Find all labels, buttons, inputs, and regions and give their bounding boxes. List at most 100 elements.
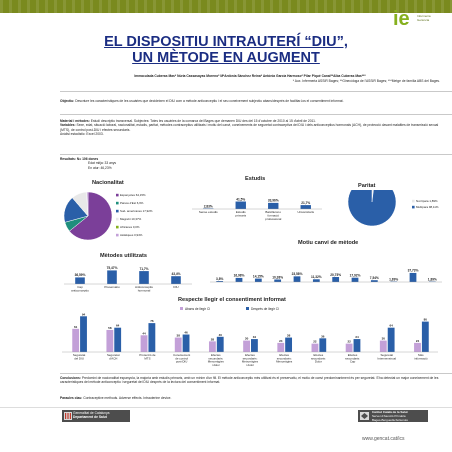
consent-data-label: 38 [287, 334, 291, 338]
nationality-legend-swatch [116, 193, 119, 197]
studies-bar [203, 208, 214, 209]
consent-bar [148, 323, 156, 352]
methods-label: Material i mètodes: [60, 119, 90, 123]
methods-used-data-label: 71,7% [139, 267, 148, 271]
studies-bar [268, 202, 279, 209]
consent-category-label: Intermenstrual [377, 356, 396, 360]
methods-used-bar [139, 271, 149, 284]
change-reason-bar [274, 279, 282, 282]
methods-used-bar [75, 277, 85, 284]
consent-data-label: 24 [416, 339, 420, 343]
results-n: N= 106 dones [76, 157, 99, 161]
parity-legend-label: Nul·lípara 1,89% [416, 199, 438, 203]
consent-category-label: secundaris: [243, 356, 258, 360]
methods-used-category-label: Cap [77, 285, 83, 289]
nationality-legend-label: Magrebí 10,37% [120, 217, 142, 221]
consent-category-label: Seguretat [107, 353, 120, 357]
consent-bar [114, 327, 122, 352]
consent-bar [80, 316, 87, 352]
consent-category-label: Menorràgies [276, 360, 293, 364]
ics-logo [358, 410, 428, 422]
poster-title-line2: UN MÈTODE EN AUGMENT [132, 50, 320, 66]
consent-category-label: Efectes [245, 353, 255, 357]
ie-logo-subtitle: Infermeria Gerència [417, 14, 431, 22]
parity-chart: Nul·lípara 1,89% Multípara 98,11% [347, 190, 439, 226]
nationality-legend-label: Sud- americanes 17,92% [120, 209, 153, 213]
consent-bar [106, 329, 114, 352]
consent-bar [379, 340, 387, 352]
consent-category-label: Efectes [314, 353, 324, 357]
methods-used-data-label: 75,47% [107, 266, 118, 270]
consent-data-label: 28 [211, 337, 215, 341]
consent-bar [311, 343, 319, 352]
consent-bar [345, 343, 353, 352]
change-reason-chart-title: Motiu canvi de mètode [298, 240, 359, 246]
divider [60, 91, 452, 92]
methods-used-category-label: anticonceptiu [71, 288, 89, 292]
nationality-chart-title: Nacionalitat [92, 180, 124, 186]
ics-logo-text: Institut Català de la Salut Servei d'Ate… [372, 410, 430, 422]
nationality-legend-label: Espanyoles 64,15% [120, 193, 146, 197]
methods-used-chart-title: Mètodes utilitzats [100, 253, 147, 259]
parity-slice [347, 190, 397, 226]
gencat-emblem-icon [64, 412, 72, 420]
consent-category-label: secundaris: [311, 356, 326, 360]
change-reason-data-label: 1,89% [428, 277, 437, 281]
consent-bar [174, 337, 182, 352]
consent-data-label: 94 [82, 312, 86, 316]
nationality-legend-label: Països d'Est 6,6% [120, 201, 144, 205]
consent-data-label: 58 [108, 326, 112, 330]
divider [60, 114, 452, 115]
nationality-slice [69, 191, 113, 241]
consent-bar [353, 339, 361, 352]
studies-bar [235, 201, 246, 209]
results-mean-age: Edat mitja: 33 anys [88, 161, 117, 166]
parity-legend-label: Multípara 98,11% [416, 205, 439, 209]
studies-category-label: formació [267, 213, 279, 217]
consent-chart: Abans de llegir CI Desprès de llegir CI 6… [62, 307, 438, 367]
footer-url[interactable]: www.gencat.cat/ics [362, 436, 405, 442]
consent-data-label: 46 [184, 331, 188, 335]
methods-section: Material i mètodes: Estudi descriptiu tr… [60, 119, 440, 137]
consent-data-label: 30 [245, 337, 249, 341]
consent-category-label: post-DIU [176, 360, 187, 364]
change-reason-bar [312, 279, 320, 282]
consent-data-label: 80 [424, 318, 428, 322]
studies-category-label: professional [265, 217, 282, 221]
consent-data-label: 40 [219, 333, 223, 337]
consent-category-label: informació [414, 356, 428, 360]
change-reason-data-label: 10,38% [272, 275, 283, 279]
consent-category-label: i dolor [246, 363, 254, 367]
consent-category-label: Metrorràgies [242, 360, 259, 364]
divider [60, 373, 452, 374]
change-reason-bar [293, 276, 301, 282]
consent-legend-label: Abans de llegir CI [185, 307, 210, 311]
consent-legend-label: Desprès de llegir CI [251, 307, 279, 311]
studies-data-label: 41,5% [236, 197, 245, 201]
consent-data-label: 22 [347, 340, 351, 344]
consent-data-label: 64 [389, 324, 393, 328]
consent-category-label: Seguretat [380, 353, 393, 357]
consent-data-label: 34 [253, 335, 257, 339]
methods-used-category-label: Anticonceptiu [135, 285, 153, 289]
consent-bar [251, 339, 258, 352]
consent-category-label: Coneixement [173, 353, 190, 357]
consent-legend-swatch [180, 307, 183, 310]
consent-data-label: 61 [74, 325, 78, 329]
ics-emblem-icon [360, 412, 369, 420]
consent-category-label: Dolor [315, 360, 322, 364]
studies-category-label: Batxillerat o [265, 210, 281, 214]
change-reason-bar [370, 280, 378, 282]
results-label: Resultats: [60, 157, 76, 161]
consent-bar [421, 321, 429, 352]
consent-category-label: Més [418, 353, 424, 357]
authors: Immaculada Cuberas Mas* Núria Cassasayas… [134, 74, 366, 78]
poster-title-line1: EL DISPOSITIU INTRAUTERÍ “DIU”, [104, 34, 348, 50]
analysis-text: Anàlisi estadístic: Excel 2003. [60, 132, 104, 137]
consent-category-label: d'ACH [109, 356, 117, 360]
consent-data-label: 34 [355, 335, 359, 339]
methods-text: Estudi descriptiu transversal. Subjectes… [90, 119, 316, 123]
consent-category-label: Protecció de [139, 353, 155, 357]
